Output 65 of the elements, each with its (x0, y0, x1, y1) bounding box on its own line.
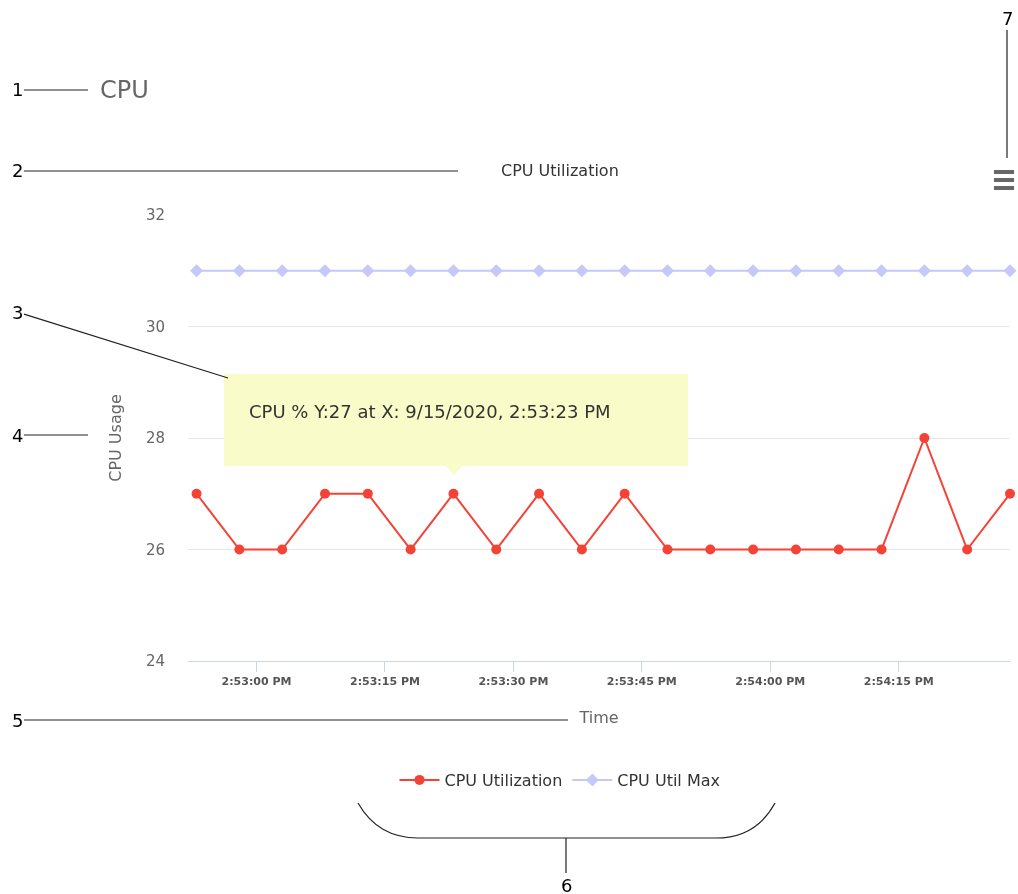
point (362, 488, 373, 499)
point (960, 264, 974, 278)
point (532, 264, 546, 278)
point (748, 544, 759, 555)
point (320, 488, 330, 499)
y-tick-label: 24 (145, 652, 165, 671)
text: 5 (12, 710, 24, 731)
y-tick-label: 32 (145, 206, 165, 225)
point (876, 544, 887, 555)
point (191, 488, 202, 499)
x-tick-label: 2:53:45 PM (606, 675, 677, 689)
annotation: CPU % Y:27 at X: 9/15/2020, 2:53:23 PM (249, 401, 611, 422)
point (618, 264, 632, 278)
text: 7 (1002, 8, 1014, 29)
chart-subtitle: CPU Utilization (501, 161, 619, 180)
text: 2 (12, 160, 24, 181)
point (576, 544, 587, 555)
x-tick-label: 2:54:00 PM (735, 675, 806, 689)
point (789, 264, 803, 278)
point (1003, 264, 1017, 278)
x-tick-label: 2:53:30 PM (478, 675, 549, 689)
point (917, 264, 931, 278)
point (234, 544, 245, 555)
point (232, 264, 246, 278)
point (405, 544, 416, 555)
y-tick-label: 28 (145, 429, 165, 448)
y-tick-label: 30 (145, 317, 165, 336)
point (318, 264, 332, 278)
point (489, 264, 503, 278)
point (277, 544, 288, 555)
x-tick-label: 2:54:15 PM (863, 675, 934, 689)
point (790, 544, 801, 555)
text: 4 (12, 425, 24, 446)
x-axis-title: Time (578, 707, 619, 727)
point (446, 264, 460, 278)
y-axis-title: CPU Usage (105, 394, 125, 482)
text: 1 (12, 79, 24, 100)
point (875, 264, 889, 278)
point (275, 264, 289, 278)
point (705, 544, 716, 555)
point (661, 264, 674, 278)
point (746, 264, 760, 278)
point (491, 544, 502, 555)
point (703, 264, 717, 278)
point (832, 264, 846, 278)
y-tick-label: 26 (145, 540, 165, 559)
text: 6 (561, 875, 573, 894)
point (575, 264, 589, 278)
point (404, 264, 418, 278)
point (448, 488, 459, 499)
point (190, 264, 204, 278)
legend-label: CPU Util Max (617, 771, 720, 791)
x-tick-label: 2:53:15 PM (349, 675, 420, 689)
point (619, 488, 630, 499)
point (361, 264, 375, 278)
legend-label: CPU Utilization (444, 771, 563, 791)
point (1005, 488, 1015, 499)
point (833, 544, 844, 555)
point (962, 544, 973, 555)
chart-title: CPU (100, 76, 149, 105)
point (534, 488, 545, 499)
x-tick-label: 2:53:00 PM (221, 675, 292, 689)
point (919, 433, 930, 443)
text: 3 (12, 302, 24, 323)
point (662, 544, 673, 555)
